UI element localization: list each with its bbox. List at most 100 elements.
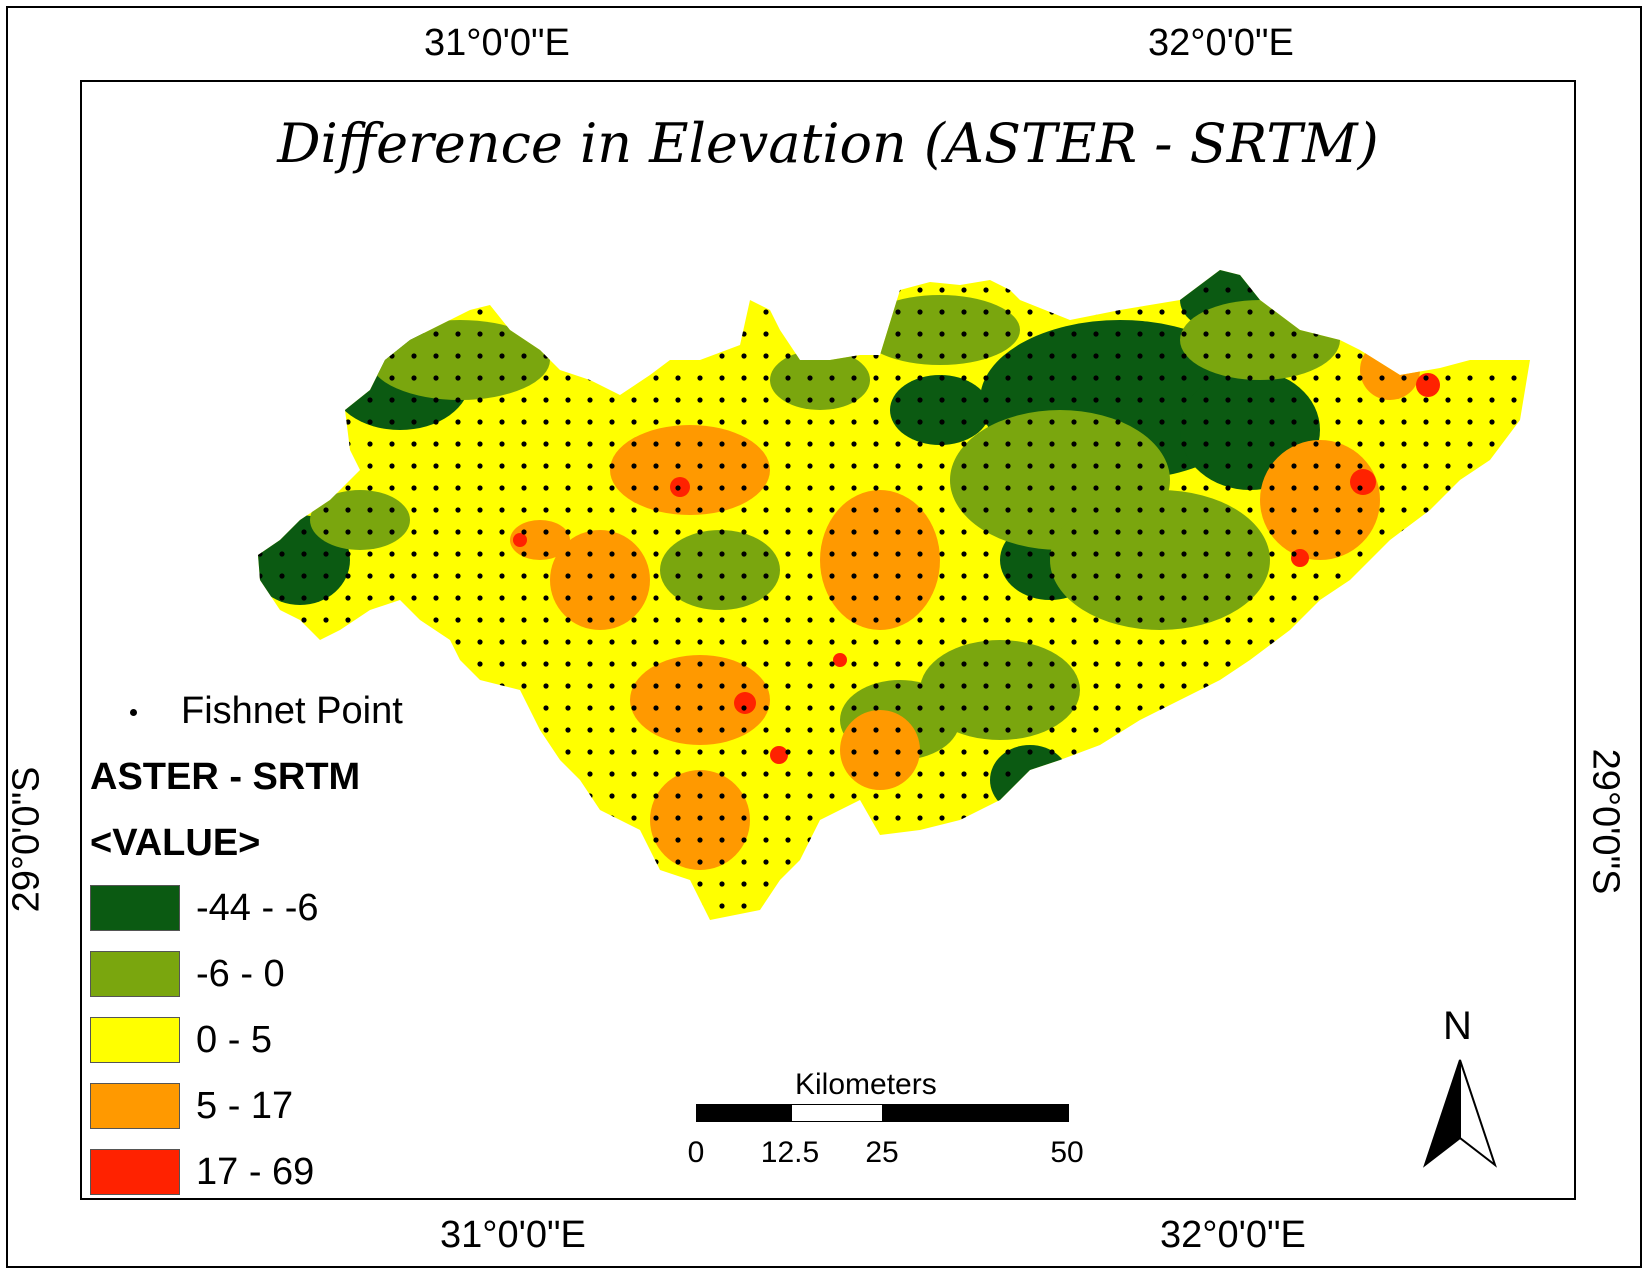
fishnet-point xyxy=(917,837,923,843)
fishnet-point xyxy=(1291,485,1297,491)
fishnet-point xyxy=(1467,617,1473,623)
fishnet-point xyxy=(1423,287,1429,293)
fishnet-point xyxy=(1401,375,1407,381)
fishnet-point xyxy=(763,287,769,293)
fishnet-point xyxy=(499,331,505,337)
fishnet-point xyxy=(345,529,351,535)
fishnet-point xyxy=(961,309,967,315)
fishnet-point xyxy=(1335,331,1341,337)
fishnet-point xyxy=(807,925,812,930)
fishnet-point xyxy=(873,837,879,843)
fishnet-point xyxy=(258,529,263,535)
fishnet-point xyxy=(873,507,879,513)
fishnet-point xyxy=(851,683,857,689)
fishnet-point xyxy=(785,837,791,843)
fishnet-point xyxy=(1401,793,1407,799)
fishnet-point xyxy=(1071,595,1077,601)
fishnet-point xyxy=(1357,551,1363,557)
fishnet-point xyxy=(1027,331,1033,337)
fishnet-point xyxy=(1313,727,1319,733)
fishnet-point xyxy=(895,375,901,381)
fishnet-point xyxy=(1181,617,1187,623)
fishnet-point xyxy=(345,485,351,491)
fishnet-point xyxy=(587,749,593,755)
fishnet-point xyxy=(917,661,923,667)
fishnet-point xyxy=(873,353,879,359)
fishnet-point xyxy=(1489,859,1495,865)
fishnet-point xyxy=(521,859,527,865)
fishnet-point xyxy=(279,353,285,359)
fishnet-point xyxy=(455,881,461,887)
fishnet-point xyxy=(1115,551,1121,557)
fishnet-point xyxy=(543,661,549,667)
fishnet-point xyxy=(1225,353,1231,359)
fishnet-point xyxy=(389,375,395,381)
fishnet-point xyxy=(587,595,593,601)
fishnet-point xyxy=(1445,683,1451,689)
fishnet-point xyxy=(1027,595,1033,601)
fishnet-point xyxy=(609,925,614,930)
fishnet-point xyxy=(323,573,329,579)
fishnet-point xyxy=(961,859,967,865)
fishnet-point xyxy=(587,353,593,359)
fishnet-point xyxy=(1291,815,1297,821)
fishnet-point xyxy=(917,881,923,887)
fishnet-point xyxy=(653,397,659,403)
fishnet-point xyxy=(1115,573,1121,579)
fishnet-point xyxy=(1335,925,1340,930)
fishnet-point xyxy=(1357,617,1363,623)
fishnet-point xyxy=(917,925,922,930)
fishnet-point xyxy=(1511,639,1517,645)
fishnet-point xyxy=(697,397,703,403)
fishnet-point xyxy=(1335,859,1341,865)
fishnet-point xyxy=(1247,375,1253,381)
fishnet-point xyxy=(279,507,285,513)
fishnet-point xyxy=(1401,463,1407,469)
fishnet-point xyxy=(873,485,879,491)
fishnet-point xyxy=(1115,397,1121,403)
fishnet-point xyxy=(719,661,725,667)
fishnet-point xyxy=(983,441,989,447)
fishnet-point xyxy=(1027,485,1033,491)
fishnet-point xyxy=(631,419,637,425)
green-light-zones xyxy=(310,295,1340,760)
fishnet-point xyxy=(411,771,417,777)
fishnet-point xyxy=(1313,771,1319,777)
fishnet-point xyxy=(807,485,813,491)
fishnet-point xyxy=(1225,749,1231,755)
fishnet-point xyxy=(1379,859,1385,865)
fishnet-point xyxy=(258,309,263,315)
fishnet-point xyxy=(741,485,747,491)
fishnet-point xyxy=(1313,661,1319,667)
fishnet-point xyxy=(763,705,769,711)
fishnet-point xyxy=(455,397,461,403)
fishnet-point xyxy=(1071,287,1077,293)
fishnet-point xyxy=(917,397,923,403)
fishnet-point xyxy=(1291,705,1297,711)
fishnet-point xyxy=(631,529,637,535)
fishnet-point xyxy=(851,287,857,293)
fishnet-point xyxy=(609,661,615,667)
fishnet-point xyxy=(1511,925,1516,930)
fishnet-point xyxy=(1401,617,1407,623)
fishnet-point xyxy=(763,793,769,799)
fishnet-point xyxy=(499,837,505,843)
fishnet-point xyxy=(258,595,263,601)
fishnet-point xyxy=(873,925,878,930)
fishnet-point xyxy=(807,617,813,623)
fishnet-point xyxy=(477,903,483,909)
fishnet-point xyxy=(1269,903,1275,909)
fishnet-point xyxy=(1115,683,1121,689)
fishnet-point xyxy=(1401,661,1407,667)
fishnet-point xyxy=(763,727,769,733)
fishnet-point xyxy=(1005,925,1010,930)
fishnet-point xyxy=(829,771,835,777)
fishnet-point xyxy=(389,309,395,315)
fishnet-point xyxy=(1049,287,1055,293)
fishnet-point xyxy=(323,309,329,315)
fishnet-point xyxy=(1203,287,1209,293)
fishnet-point xyxy=(697,551,703,557)
fishnet-point xyxy=(1379,463,1385,469)
fishnet-point xyxy=(697,375,703,381)
fishnet-point xyxy=(697,727,703,733)
